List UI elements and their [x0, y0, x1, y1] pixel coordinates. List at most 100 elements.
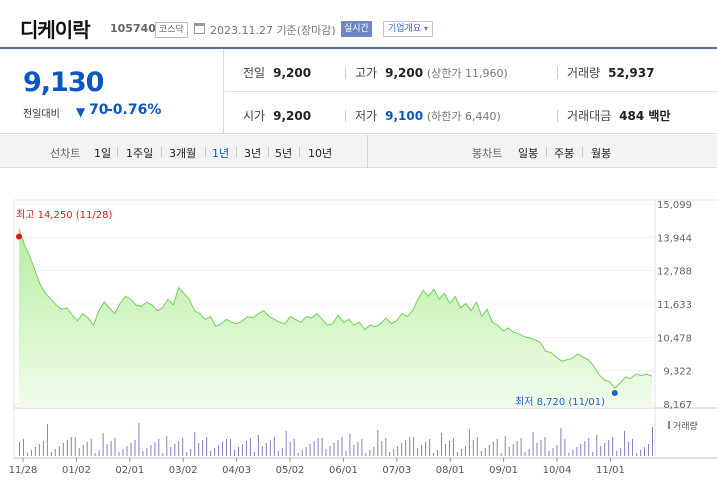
candle-monthly[interactable]: 월봉: [591, 147, 612, 160]
volume-bar: [98, 450, 100, 456]
volume-bar: [110, 441, 112, 456]
y-axis-ticks: 15,099 13,944 12,788 11,633 10,478 9,322 8,167: [657, 200, 692, 411]
low-label: 저가: [355, 109, 378, 123]
volume-bar: [54, 449, 56, 456]
volume-bar: [126, 446, 128, 456]
column-separator: [345, 67, 346, 79]
company-overview-button[interactable]: 기업개요 ▾: [383, 21, 434, 37]
volume: 거래량 52,937: [567, 64, 654, 81]
volume-bar: [186, 452, 188, 456]
toolbar-separator: [161, 147, 162, 157]
volume-bar: [222, 442, 223, 456]
volume-bar: [369, 450, 371, 456]
volume-bar: [301, 450, 303, 456]
volume-bar: [289, 442, 291, 456]
toolbar-divider: [367, 135, 368, 168]
volume-bar: [42, 441, 44, 456]
volume-bar: [648, 444, 649, 456]
volume-bar: [178, 441, 180, 456]
volume-bar: [441, 433, 442, 456]
volume-bar: [230, 439, 231, 456]
volume-bar: [556, 445, 558, 456]
volume-bar: [401, 443, 403, 456]
current-price-box: 9,130 전일대비 ▼ 70 -0.76%: [0, 49, 224, 134]
volume-bar: [353, 445, 355, 456]
volume-bar: [66, 440, 68, 456]
column-separator: [557, 67, 558, 79]
toolbar-separator: [299, 147, 300, 157]
lower-limit: (하한가 6,440): [426, 110, 501, 123]
toolbar-separator: [582, 147, 583, 157]
prev-close: 전일 9,200: [243, 64, 311, 81]
prev-close-label: 전일: [243, 66, 266, 80]
volume-bar: [552, 448, 554, 456]
period-3m[interactable]: 3개월: [169, 147, 197, 160]
volume-bar: [273, 437, 275, 456]
column-separator: [557, 110, 558, 122]
volume-bar: [464, 446, 466, 456]
low-price: 저가 9,100 (하한가 6,440): [355, 107, 501, 124]
volume-bar: [572, 450, 574, 456]
candle-daily[interactable]: 일봉: [518, 147, 539, 160]
volume-bar: [50, 452, 52, 456]
market-badge: 코스닥: [155, 22, 188, 38]
high-label: 고가: [355, 66, 378, 80]
volume-bar: [413, 437, 415, 456]
volume-bar: [74, 437, 76, 456]
volume-bar: [341, 437, 343, 456]
volume-bar: [134, 440, 136, 456]
realtime-button[interactable]: 실시간: [341, 21, 372, 37]
y-tick-label: 9,322: [663, 367, 692, 378]
volume-bar: [365, 453, 367, 456]
change-label: 전일대비: [23, 109, 60, 120]
volume-bar: [496, 439, 498, 456]
price-line: [18, 228, 653, 389]
max-price-label: 최고 14,250 (11/28): [16, 209, 112, 221]
candle-weekly[interactable]: 주봉: [554, 147, 575, 160]
trade-amount: 거래대금 484 백만: [567, 107, 670, 124]
price-area: [19, 228, 652, 408]
period-3y[interactable]: 3년: [244, 147, 262, 160]
volume-bar: [90, 439, 92, 456]
volume-bar: [30, 450, 32, 456]
volume-bar: [170, 447, 172, 456]
y-tick-label: 12,788: [657, 267, 692, 278]
volume-bar: [445, 444, 446, 456]
volume-bar: [476, 437, 478, 456]
period-5y[interactable]: 5년: [275, 147, 293, 160]
volume-bar: [158, 439, 160, 456]
volume-bar: [58, 446, 60, 456]
volume-bar: [528, 449, 530, 456]
y-tick-label: 13,944: [657, 233, 692, 244]
volume-bar: [373, 447, 375, 456]
volume-bar: [142, 451, 144, 456]
candle-chart-label: 봉차트: [472, 147, 503, 160]
volume-bar: [146, 448, 148, 456]
volume-bar: [381, 441, 383, 456]
price-chart: 15,099 13,944 12,788 11,633 10,478 9,322 8,167…: [9, 199, 717, 476]
volume-bar: [293, 439, 295, 456]
period-1w[interactable]: 1주일: [126, 147, 154, 160]
volume-bar: [460, 449, 462, 456]
period-10y[interactable]: 10년: [308, 147, 333, 160]
column-separator: [345, 110, 346, 122]
volume-bar: [468, 429, 470, 456]
volume-bar: [241, 444, 243, 456]
amount-label: 거래대금: [567, 109, 612, 123]
max-point-marker: [16, 233, 22, 240]
y-tick-label: 15,099: [657, 200, 692, 211]
volume-bar: [218, 445, 220, 456]
volume-bar: [102, 433, 104, 456]
x-tick-label: 03/02: [169, 465, 198, 476]
period-1y[interactable]: 1년: [212, 147, 230, 160]
reference-date: 2023.11.27 기준(장마감): [210, 24, 336, 37]
volume-bar: [138, 423, 140, 456]
volume-bar: [548, 451, 550, 456]
period-1d[interactable]: 1일: [94, 147, 112, 160]
volume-bar: [194, 432, 196, 456]
volume-bar: [94, 453, 96, 456]
amount-value: 484 백만: [619, 109, 671, 123]
volume-bar: [409, 437, 411, 456]
summary-divider: [225, 91, 717, 92]
volume-bar: [624, 431, 626, 456]
